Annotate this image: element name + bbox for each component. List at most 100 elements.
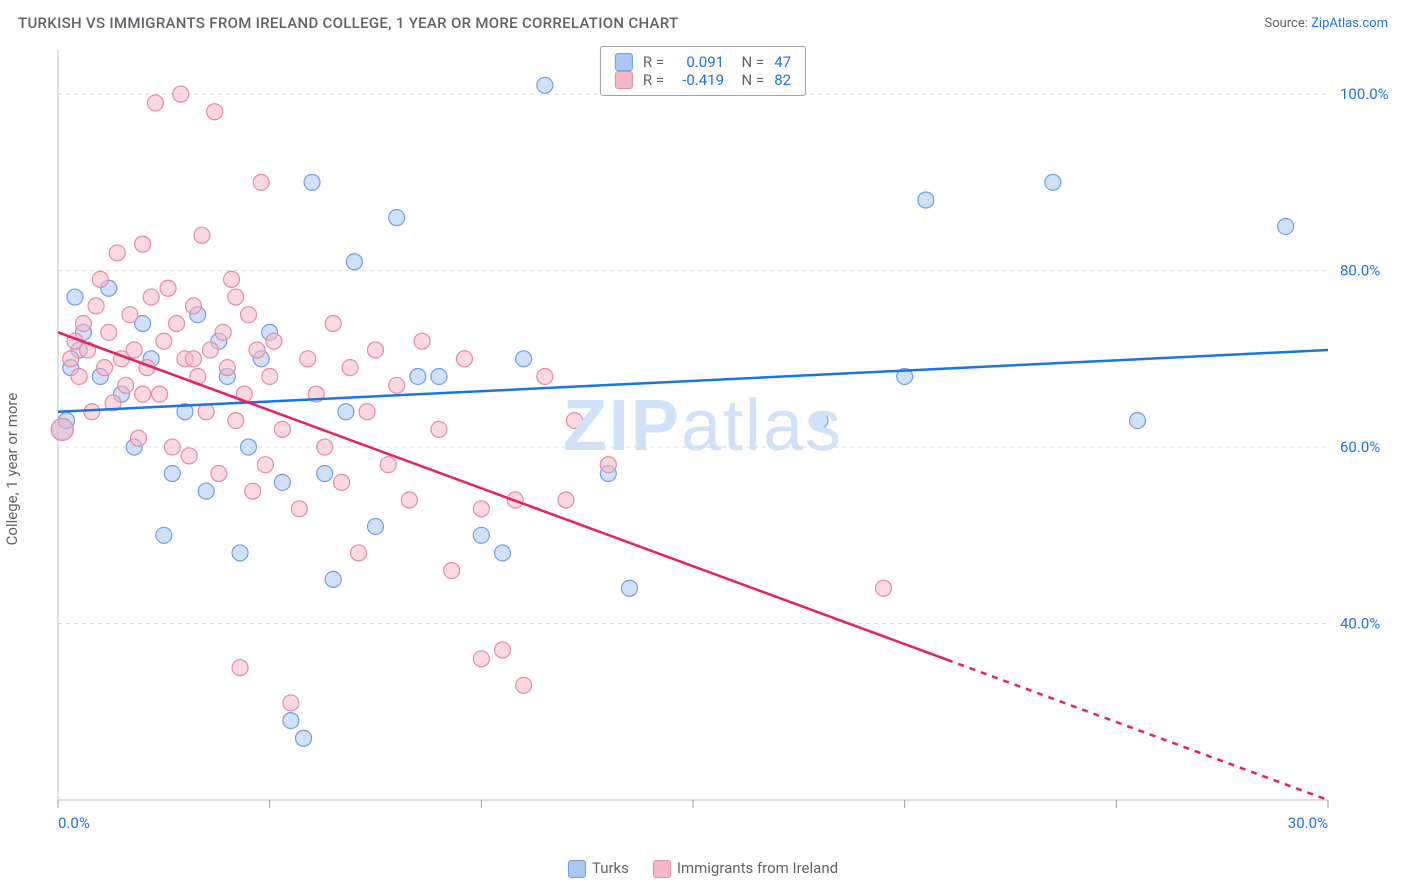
svg-text:100.0%: 100.0%	[1340, 85, 1388, 103]
scatter-chart: 40.0%60.0%80.0%100.0%0.0%30.0%	[48, 40, 1388, 840]
n-value: 47	[774, 53, 791, 71]
data-point	[325, 316, 341, 332]
data-point	[473, 651, 489, 667]
data-point	[232, 545, 248, 561]
n-value: 82	[774, 71, 791, 89]
data-point	[228, 413, 244, 429]
data-point	[156, 527, 172, 543]
data-point	[92, 271, 108, 287]
svg-text:30.0%: 30.0%	[1288, 814, 1328, 832]
trend-line-dashed	[947, 660, 1328, 800]
data-point	[876, 580, 892, 596]
data-point	[135, 236, 151, 252]
data-point	[317, 439, 333, 455]
data-point	[51, 418, 73, 440]
data-point	[126, 342, 142, 358]
data-point	[558, 492, 574, 508]
data-point	[135, 386, 151, 402]
data-point	[169, 316, 185, 332]
data-point	[219, 360, 235, 376]
data-point	[88, 298, 104, 314]
data-point	[296, 730, 312, 746]
r-value: 0.091	[674, 53, 724, 71]
data-point	[389, 210, 405, 226]
legend-item: Immigrants from Ireland	[653, 859, 838, 878]
data-point	[232, 660, 248, 676]
data-point	[537, 77, 553, 93]
data-point	[274, 421, 290, 437]
legend-swatch	[653, 860, 671, 878]
data-point	[473, 501, 489, 517]
data-point	[207, 104, 223, 120]
data-point	[1278, 218, 1294, 234]
data-point	[147, 95, 163, 111]
data-point	[75, 316, 91, 332]
data-point	[215, 324, 231, 340]
data-point	[164, 439, 180, 455]
legend-swatch	[568, 860, 586, 878]
data-point	[566, 413, 582, 429]
data-point	[152, 386, 168, 402]
data-point	[600, 457, 616, 473]
data-point	[346, 254, 362, 270]
series-swatch	[615, 71, 633, 89]
data-point	[249, 342, 265, 358]
data-point	[194, 227, 210, 243]
data-point	[516, 351, 532, 367]
data-point	[164, 466, 180, 482]
data-point	[444, 563, 460, 579]
data-point	[202, 342, 218, 358]
data-point	[143, 289, 159, 305]
data-point	[274, 474, 290, 490]
correlation-stats-box: R =0.091 N =47R =-0.419 N =82	[600, 46, 806, 96]
data-point	[431, 421, 447, 437]
data-point	[71, 368, 87, 384]
data-point	[173, 86, 189, 102]
data-point	[257, 457, 273, 473]
legend-label: Immigrants from Ireland	[677, 859, 838, 877]
data-point	[317, 466, 333, 482]
data-point	[359, 404, 375, 420]
data-point	[325, 571, 341, 587]
header: TURKISH VS IMMIGRANTS FROM IRELAND COLLE…	[0, 0, 1406, 40]
data-point	[291, 501, 307, 517]
legend-item: Turks	[568, 859, 629, 878]
data-point	[122, 307, 138, 323]
series-swatch	[615, 53, 633, 71]
data-point	[410, 368, 426, 384]
data-point	[156, 333, 172, 349]
legend-label: Turks	[592, 859, 629, 877]
data-point	[118, 377, 134, 393]
source-label: Source: ZipAtlas.com	[1264, 16, 1388, 31]
data-point	[241, 307, 257, 323]
data-point	[185, 298, 201, 314]
data-point	[368, 518, 384, 534]
trend-line	[58, 332, 947, 659]
svg-text:80.0%: 80.0%	[1340, 262, 1380, 280]
data-point	[283, 713, 299, 729]
data-point	[918, 192, 934, 208]
data-point	[101, 324, 117, 340]
data-point	[262, 368, 278, 384]
data-point	[84, 404, 100, 420]
source-link[interactable]: ZipAtlas.com	[1311, 16, 1388, 31]
r-value: -0.419	[674, 71, 724, 89]
data-point	[351, 545, 367, 561]
stat-row: R =-0.419 N =82	[615, 71, 791, 89]
data-point	[224, 271, 240, 287]
data-point	[368, 342, 384, 358]
data-point	[304, 174, 320, 190]
data-point	[283, 695, 299, 711]
data-point	[266, 333, 282, 349]
legend-bottom: Turks Immigrants from Ireland	[568, 859, 838, 878]
data-point	[342, 360, 358, 376]
data-point	[109, 245, 125, 261]
data-point	[338, 404, 354, 420]
data-point	[389, 377, 405, 393]
y-axis-label: College, 1 year or more	[3, 393, 21, 546]
svg-text:40.0%: 40.0%	[1340, 615, 1380, 633]
data-point	[401, 492, 417, 508]
data-point	[160, 280, 176, 296]
data-point	[241, 439, 257, 455]
data-point	[63, 351, 79, 367]
